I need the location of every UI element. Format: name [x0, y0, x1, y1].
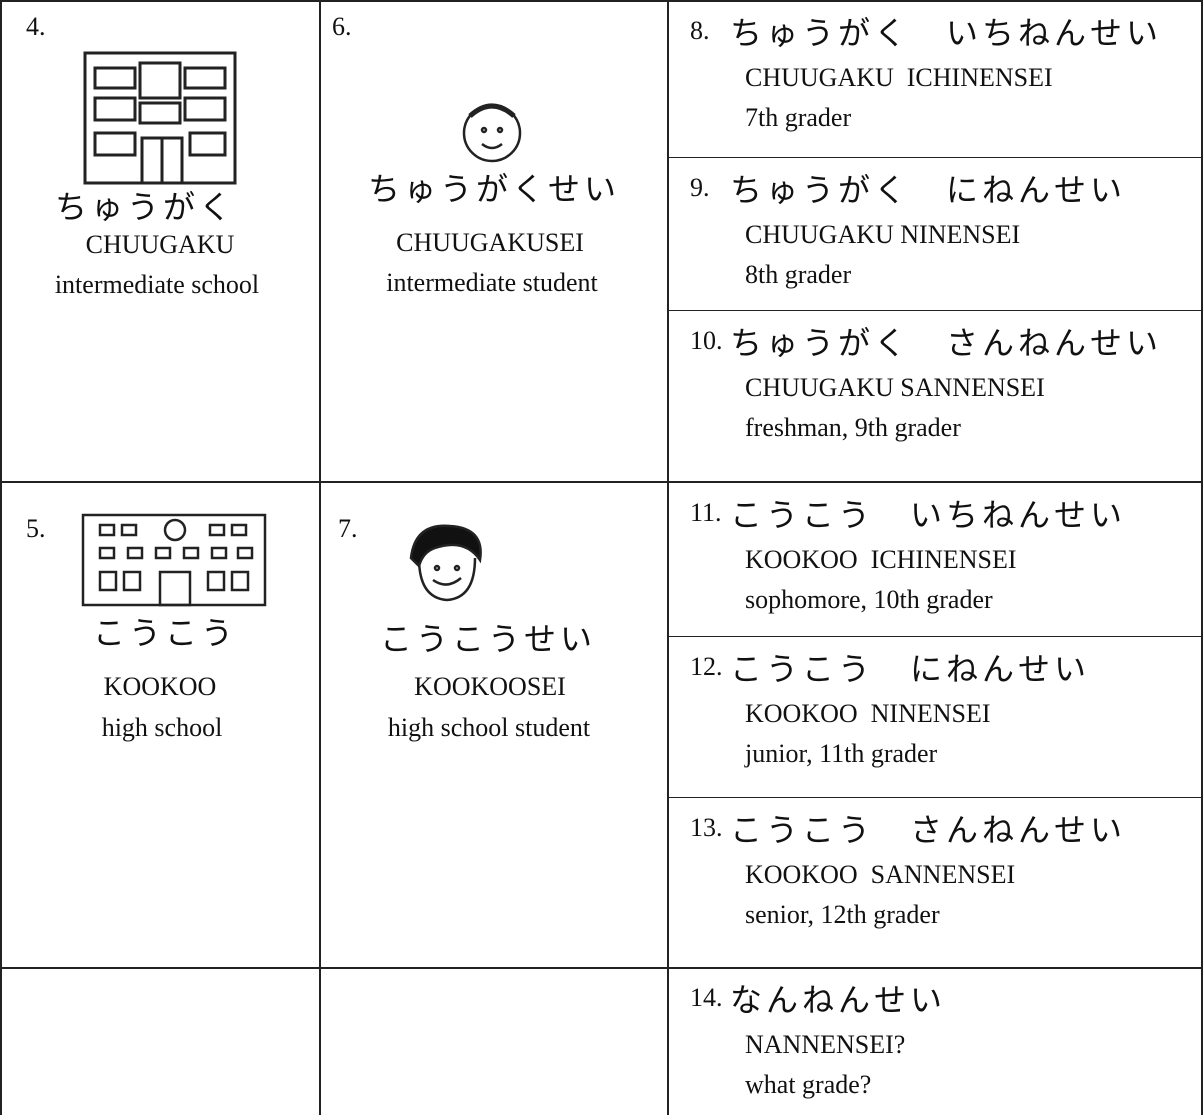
border	[0, 0, 2, 1115]
border	[667, 0, 669, 1115]
kana: なんねんせい	[730, 982, 947, 1018]
romaji: KOOKOO SANNENSEI	[745, 860, 1016, 889]
item-number: 13.	[690, 813, 723, 842]
border	[319, 0, 321, 1115]
english: senior, 12th grader	[745, 900, 940, 929]
english: sophomore, 10th grader	[745, 585, 993, 614]
kana: ちゅうがく いちねんせい	[730, 15, 1163, 51]
english: junior, 11th grader	[745, 739, 938, 768]
romaji: KOOKOO ICHINENSEI	[745, 545, 1017, 574]
border	[0, 481, 1203, 483]
romaji: CHUUGAKU NINENSEI	[745, 220, 1021, 249]
border	[1201, 0, 1203, 1115]
school-icon	[81, 513, 267, 607]
border	[0, 0, 1203, 2]
student-face	[462, 103, 522, 163]
kana: こうこうせい	[379, 621, 597, 657]
kana: こうこう さんねんせい	[730, 812, 1127, 848]
kana: ちゅうがくせい	[368, 171, 621, 207]
english: intermediate student	[386, 268, 598, 297]
english: 8th grader	[745, 260, 852, 289]
border	[0, 967, 1203, 969]
item-number: 11.	[690, 498, 722, 527]
english: what grade?	[745, 1070, 872, 1099]
english: freshman, 9th grader	[745, 413, 961, 442]
item-number: 8.	[690, 16, 710, 45]
romaji: CHUUGAKU	[85, 230, 235, 259]
item-number: 14.	[690, 983, 723, 1012]
romaji: KOOKOO NINENSEI	[745, 699, 991, 728]
romaji: CHUUGAKU SANNENSEI	[745, 373, 1045, 402]
item-number: 7.	[338, 514, 358, 543]
item-number: 5.	[26, 514, 46, 543]
item-number: 12.	[690, 652, 723, 681]
english: intermediate school	[54, 270, 260, 299]
english: 7th grader	[745, 103, 852, 132]
item-number: 6.	[332, 12, 352, 41]
border	[668, 310, 1203, 311]
english: high school	[101, 713, 223, 742]
item-number: 9.	[690, 173, 710, 202]
border	[668, 797, 1203, 798]
kana: こうこう にねんせい	[730, 651, 1091, 687]
romaji: NANNENSEI?	[745, 1030, 906, 1059]
kana: こうこう いちねんせい	[730, 497, 1127, 533]
romaji: KOOKOO	[103, 672, 217, 701]
kana: ちゅうがく さんねんせい	[730, 325, 1163, 361]
border	[668, 636, 1203, 637]
student-face	[409, 524, 482, 602]
kana: ちゅうがく	[55, 189, 236, 225]
romaji: CHUUGAKU ICHINENSEI	[745, 63, 1053, 92]
kana: こうこう	[92, 615, 238, 651]
kana: ちゅうがく にねんせい	[730, 172, 1127, 208]
item-number: 4.	[26, 12, 46, 41]
school-icon	[83, 51, 237, 185]
english: high school student	[387, 713, 591, 742]
border	[668, 157, 1203, 158]
romaji: KOOKOOSEI	[414, 672, 566, 701]
item-number: 10.	[690, 326, 723, 355]
romaji: CHUUGAKUSEI	[396, 228, 584, 257]
